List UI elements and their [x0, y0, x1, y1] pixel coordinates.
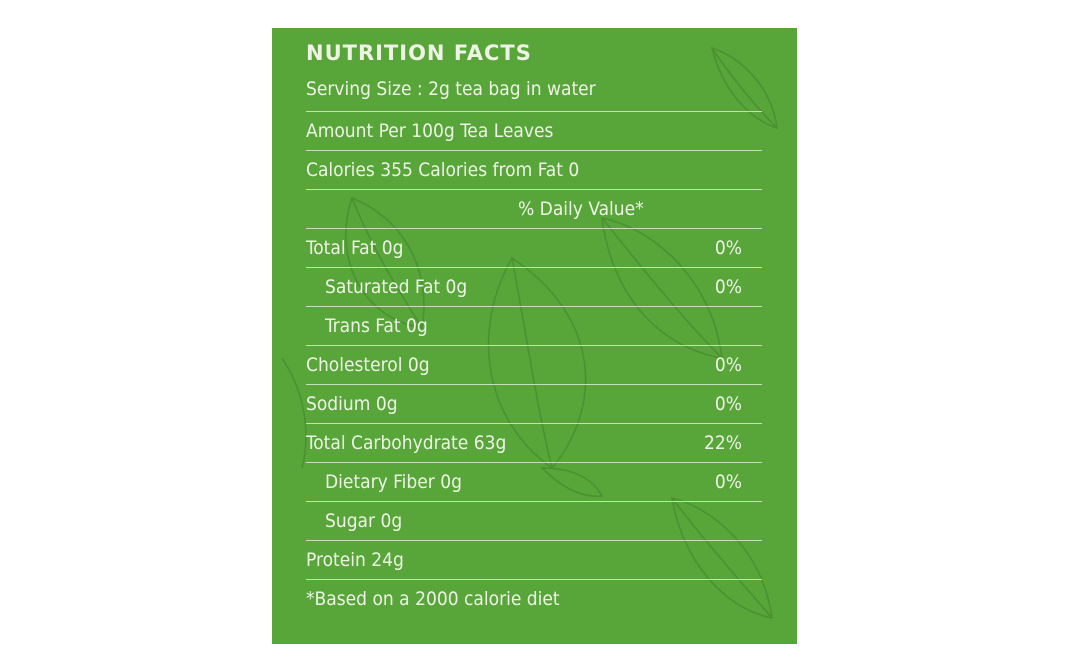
footnote-row: *Based on a 2000 calorie diet — [306, 580, 762, 619]
nutrient-percent: 0% — [714, 276, 742, 298]
nutrition-facts: NUTRITION FACTS Serving Size : 2g tea ba… — [306, 38, 762, 619]
nutrient-percent: 0% — [714, 237, 742, 259]
daily-value-header-row: % Daily Value* — [306, 190, 762, 229]
nutrient-label: Protein 24g — [306, 549, 404, 571]
nutrient-label: Trans Fat 0g — [325, 315, 428, 337]
nutrient-row-cholesterol: Cholesterol 0g 0% — [306, 346, 762, 385]
nutrient-percent: 0% — [714, 354, 742, 376]
nutrient-label: Saturated Fat 0g — [325, 276, 468, 298]
nutrient-row-saturated-fat: Saturated Fat 0g 0% — [306, 268, 762, 307]
calories-text: Calories 355 Calories from Fat 0 — [306, 159, 580, 181]
nutrient-label: Dietary Fiber 0g — [325, 471, 462, 493]
serving-size-row: Serving Size : 2g tea bag in water — [306, 74, 762, 112]
daily-value-header: % Daily Value* — [518, 198, 644, 220]
nutrient-row-total-carbohydrate: Total Carbohydrate 63g 22% — [306, 424, 762, 463]
nutrient-row-sugar: Sugar 0g — [306, 502, 762, 541]
nutrition-label-panel: NUTRITION FACTS Serving Size : 2g tea ba… — [272, 28, 797, 644]
nutrient-percent: 22% — [704, 432, 742, 454]
nutrient-label: Sodium 0g — [306, 393, 398, 415]
nutrition-facts-title: NUTRITION FACTS — [306, 41, 532, 65]
nutrient-label: Total Carbohydrate 63g — [306, 432, 507, 454]
amount-per-text: Amount Per 100g Tea Leaves — [306, 120, 554, 142]
footnote-text: *Based on a 2000 calorie diet — [306, 588, 560, 610]
amount-per-row: Amount Per 100g Tea Leaves — [306, 112, 762, 151]
calories-row: Calories 355 Calories from Fat 0 — [306, 151, 762, 190]
nutrient-label: Sugar 0g — [325, 510, 403, 532]
nutrient-label: Cholesterol 0g — [306, 354, 430, 376]
nutrient-percent: 0% — [714, 471, 742, 493]
nutrient-row-total-fat: Total Fat 0g 0% — [306, 229, 762, 268]
nutrient-label: Total Fat 0g — [306, 237, 404, 259]
nutrient-row-protein: Protein 24g — [306, 541, 762, 580]
nutrient-percent: 0% — [714, 393, 742, 415]
nutrient-row-trans-fat: Trans Fat 0g — [306, 307, 762, 346]
nutrient-row-dietary-fiber: Dietary Fiber 0g 0% — [306, 463, 762, 502]
nutrient-row-sodium: Sodium 0g 0% — [306, 385, 762, 424]
serving-size-text: Serving Size : 2g tea bag in water — [306, 78, 596, 100]
